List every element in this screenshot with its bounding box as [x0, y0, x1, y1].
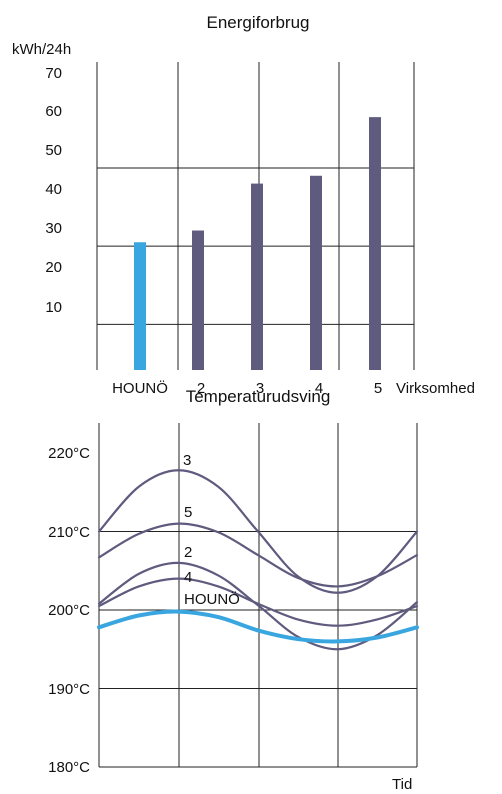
- temperature-series-line: [97, 522, 419, 588]
- temperature-x-axis-label: Tid: [392, 776, 412, 793]
- energy-x-tick-label: 5: [374, 380, 382, 397]
- temperature-y-tick-label: 190°C: [48, 681, 90, 698]
- temperature-y-tick-label: 180°C: [48, 759, 90, 776]
- temperature-series-label: 3: [183, 452, 191, 469]
- energy-y-tick-label: 10: [45, 299, 62, 316]
- energy-bar: [134, 242, 146, 370]
- energy-y-tick-label: 20: [45, 259, 62, 276]
- energy-bar: [310, 175, 322, 370]
- temperature-series-line: [97, 561, 419, 651]
- energy-x-tick-label: HOUNÖ: [112, 379, 168, 397]
- energy-x-tick-label: 4: [315, 380, 323, 397]
- energy-y-tick-label: 70: [45, 65, 62, 82]
- energy-y-axis-label: kWh/24h: [12, 41, 71, 58]
- temperature-series-label: 2: [184, 544, 192, 561]
- temperature-y-tick-label: 210°C: [48, 524, 90, 541]
- energy-x-tick-label: 3: [256, 380, 264, 397]
- temperature-chart: Temperaturudsving Tid 180°C 190°C 200°C …: [48, 387, 419, 793]
- temperature-series-label: 5: [184, 504, 192, 521]
- temperature-series-label: HOUNÖ: [184, 590, 240, 608]
- energy-bar: [192, 230, 204, 370]
- energy-x-axis-label: Virksomhed: [396, 380, 475, 397]
- energy-chart: Energiforbrug kWh/24h Virksomhed 10 20 3…: [12, 13, 475, 397]
- energy-y-tick-label: 40: [45, 181, 62, 198]
- energy-y-tick-label: 30: [45, 220, 62, 237]
- temperature-series-line: [97, 469, 419, 594]
- energy-bar: [251, 183, 263, 370]
- energy-chart-title: Energiforbrug: [206, 13, 309, 32]
- energy-y-tick-label: 50: [45, 142, 62, 159]
- energy-x-tick-label: 2: [197, 380, 205, 397]
- energy-y-tick-label: 60: [45, 103, 62, 120]
- energy-bar: [369, 117, 381, 371]
- temperature-series-label: 4: [184, 569, 192, 586]
- temperature-series-line: [97, 577, 419, 627]
- temperature-y-tick-label: 200°C: [48, 602, 90, 619]
- temperature-y-tick-label: 220°C: [48, 445, 90, 462]
- temperature-chart-title: Temperaturudsving: [186, 387, 331, 406]
- temperature-series-line: [97, 609, 419, 644]
